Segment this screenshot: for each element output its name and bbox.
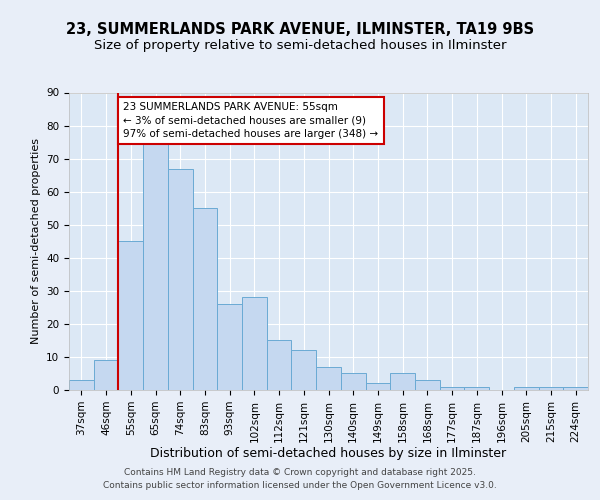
Bar [143, 142, 168, 390]
Bar [118, 242, 143, 390]
Bar [390, 374, 415, 390]
Y-axis label: Number of semi-detached properties: Number of semi-detached properties [31, 138, 41, 344]
Bar [539, 386, 563, 390]
Bar [365, 384, 390, 390]
Text: Contains HM Land Registry data © Crown copyright and database right 2025.: Contains HM Land Registry data © Crown c… [124, 468, 476, 477]
Bar [193, 208, 217, 390]
Text: 23, SUMMERLANDS PARK AVENUE, ILMINSTER, TA19 9BS: 23, SUMMERLANDS PARK AVENUE, ILMINSTER, … [66, 22, 534, 38]
Bar [69, 380, 94, 390]
Text: 23 SUMMERLANDS PARK AVENUE: 55sqm
← 3% of semi-detached houses are smaller (9)
9: 23 SUMMERLANDS PARK AVENUE: 55sqm ← 3% o… [124, 102, 379, 139]
Text: Size of property relative to semi-detached houses in Ilminster: Size of property relative to semi-detach… [94, 38, 506, 52]
Bar [267, 340, 292, 390]
Bar [292, 350, 316, 390]
Bar [415, 380, 440, 390]
Bar [464, 386, 489, 390]
Bar [440, 386, 464, 390]
Bar [514, 386, 539, 390]
X-axis label: Distribution of semi-detached houses by size in Ilminster: Distribution of semi-detached houses by … [151, 448, 506, 460]
Bar [242, 298, 267, 390]
Bar [217, 304, 242, 390]
Bar [563, 386, 588, 390]
Text: Contains public sector information licensed under the Open Government Licence v3: Contains public sector information licen… [103, 480, 497, 490]
Bar [168, 168, 193, 390]
Bar [341, 374, 365, 390]
Bar [316, 367, 341, 390]
Bar [94, 360, 118, 390]
